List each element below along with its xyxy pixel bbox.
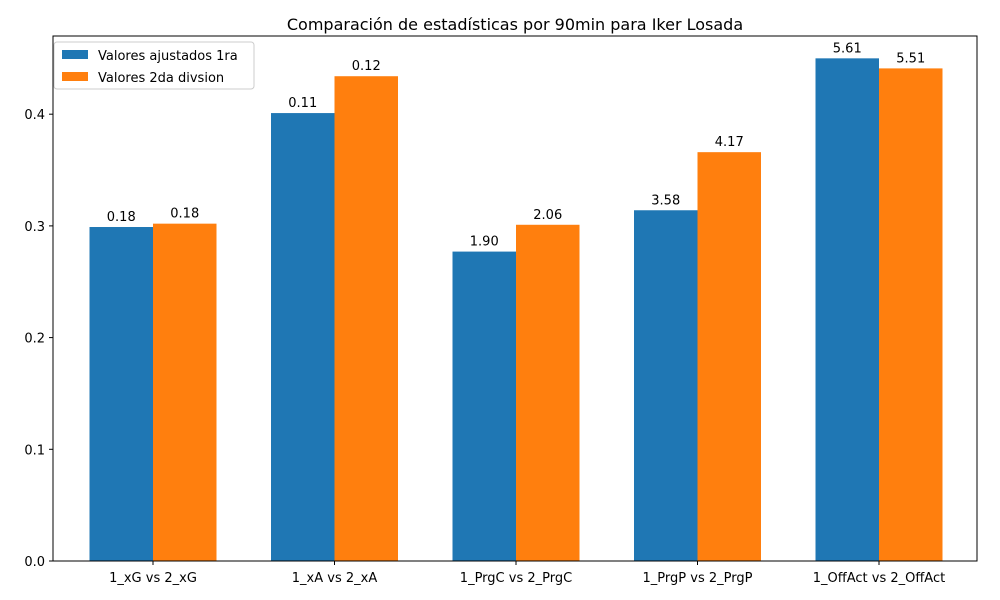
legend-label-series-2: Valores 2da divsion [98, 71, 224, 86]
legend-swatch-series-1 [62, 50, 88, 59]
y-tick-label: 0.1 [24, 443, 45, 458]
legend-label-series-1: Valores ajustados 1ra [98, 49, 238, 64]
bar-series-2-cat-4 [697, 152, 761, 561]
x-tick-label: 1_xA vs 2_xA [292, 571, 378, 586]
plot-frame [52, 35, 978, 562]
x-tick-label: 1_xG vs 2_xG [109, 571, 197, 586]
data-label-series-2-cat-3: 2.06 [533, 208, 562, 223]
y-tick-label: 0.4 [24, 108, 45, 123]
data-label-series-1-cat-3: 1.90 [470, 235, 499, 250]
bar-series-2-cat-1 [153, 223, 217, 561]
bar-series-2-cat-3 [516, 224, 580, 561]
bar-series-1-cat-5 [815, 58, 879, 562]
y-tick-label: 0.3 [24, 220, 45, 235]
y-tick-label: 0.2 [24, 332, 45, 347]
bar-series-1-cat-3 [452, 251, 516, 561]
data-label-series-1-cat-5: 5.61 [833, 41, 862, 56]
x-tick-label: 1_PrgP vs 2_PrgP [643, 571, 753, 586]
data-label-series-2-cat-4: 4.17 [715, 135, 744, 150]
legend-box [53, 41, 255, 90]
data-label-series-2-cat-2: 0.12 [352, 59, 381, 74]
x-tick-label: 1_PrgC vs 2_PrgC [460, 571, 572, 586]
data-label-series-1-cat-4: 3.58 [651, 193, 680, 208]
data-label-series-1-cat-1: 0.18 [107, 210, 136, 225]
legend-swatch-series-2 [62, 72, 88, 81]
x-tick-label: 1_OffAct vs 2_OffAct [813, 571, 945, 586]
bar-series-1-cat-2 [271, 113, 335, 562]
data-label-series-2-cat-5: 5.51 [896, 51, 925, 66]
bar-series-2-cat-5 [879, 68, 943, 561]
bar-series-2-cat-2 [334, 76, 398, 561]
data-label-series-2-cat-1: 0.18 [170, 207, 199, 222]
bar-series-1-cat-4 [634, 210, 698, 562]
data-label-series-1-cat-2: 0.11 [288, 96, 317, 111]
chart-title: Comparación de estadísticas por 90min pa… [287, 15, 743, 34]
legend: Valores ajustados 1ra Valores 2da divsio… [53, 41, 255, 90]
bar-series-1-cat-1 [89, 227, 153, 562]
y-tick-label: 0.0 [24, 555, 45, 570]
